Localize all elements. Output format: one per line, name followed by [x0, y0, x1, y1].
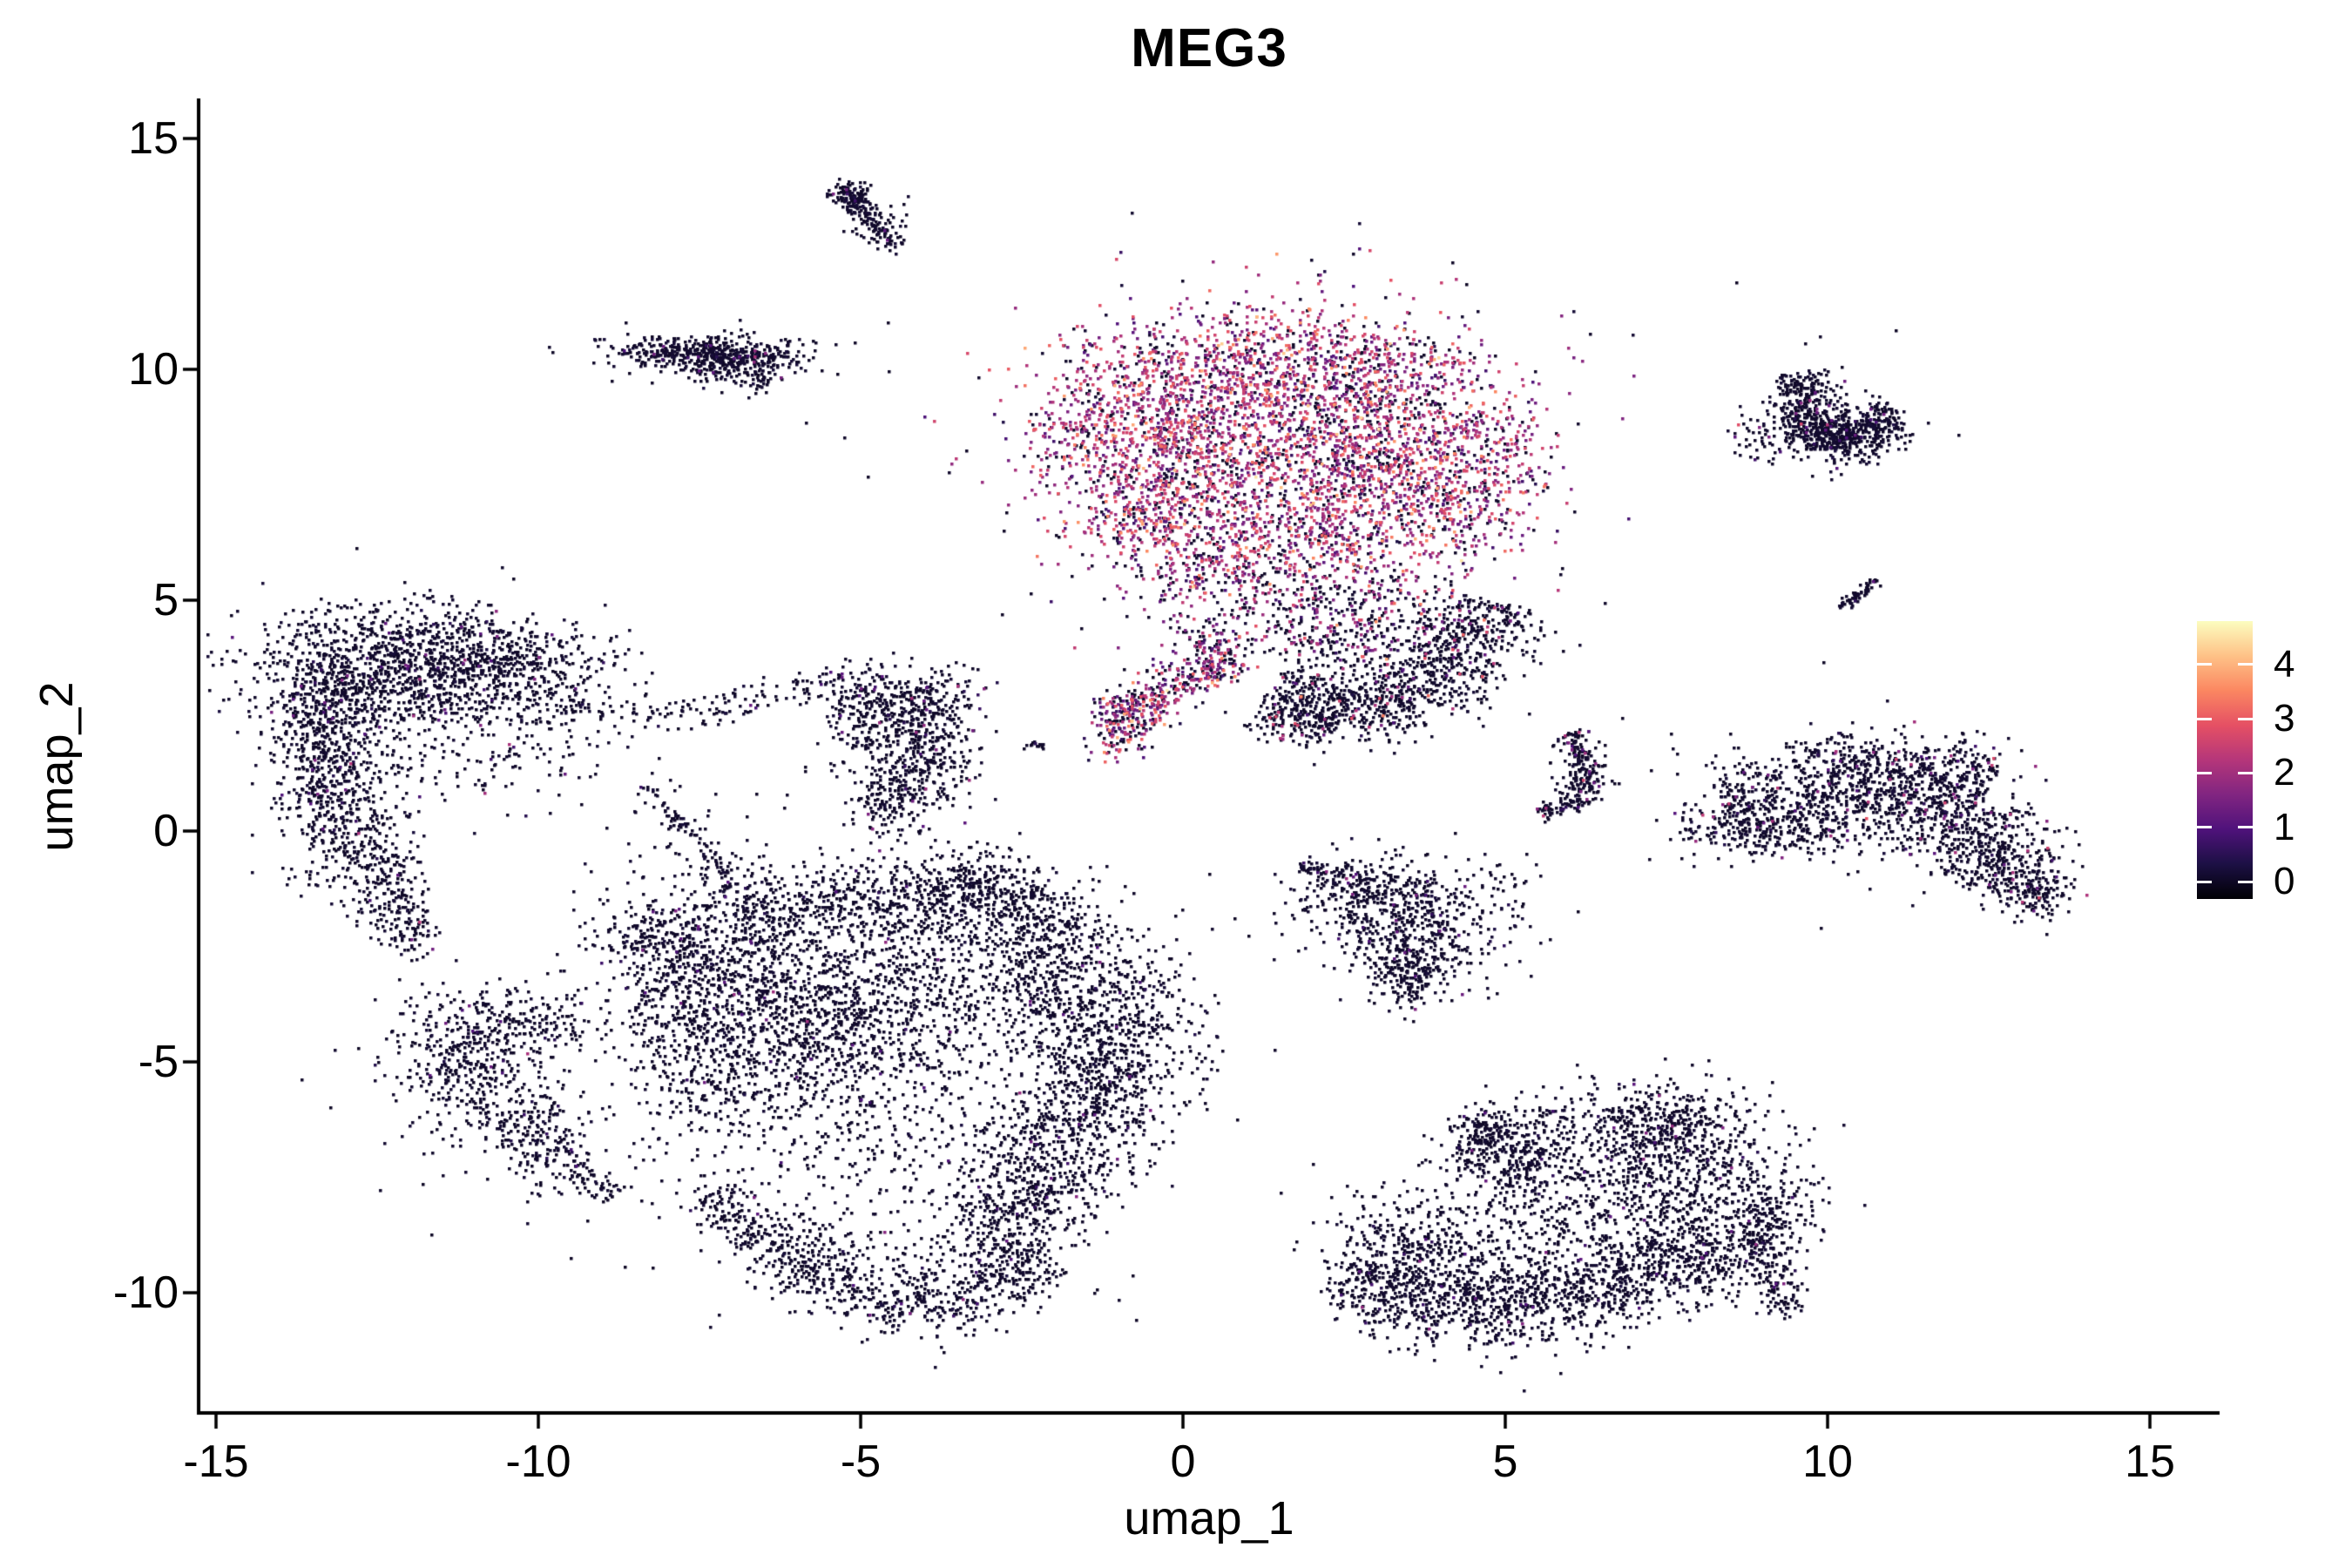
colorbar-gradient: [2197, 621, 2253, 899]
colorbar-tick-mark: [2197, 826, 2212, 829]
x-tick-label: -15: [183, 1436, 249, 1487]
colorbar-tick-mark: [2238, 880, 2253, 883]
legend-tick-label: 2: [2274, 751, 2295, 794]
colorbar-tick-mark: [2238, 826, 2253, 829]
x-axis-title: umap_1: [1124, 1492, 1294, 1544]
x-tick-label: -10: [505, 1436, 571, 1487]
legend-tick-label: 4: [2274, 642, 2295, 686]
y-tick-label: -5: [138, 1037, 179, 1087]
x-tick-label: 5: [1492, 1436, 1518, 1487]
legend-tick-label: 3: [2274, 697, 2295, 740]
y-tick-label: -10: [112, 1267, 179, 1318]
colorbar-tick-mark: [2197, 771, 2212, 774]
y-tick-label: 0: [153, 806, 179, 856]
colorbar-tick-mark: [2238, 717, 2253, 720]
y-tick-label: 5: [153, 575, 179, 625]
x-tick-label: -5: [840, 1436, 882, 1487]
colorbar-tick-mark: [2197, 717, 2212, 720]
colorbar-tick-mark: [2197, 663, 2212, 666]
legend-tick-label: 0: [2274, 860, 2295, 903]
colorbar-tick-mark: [2197, 880, 2212, 883]
colorbar-tick-mark: [2238, 663, 2253, 666]
y-axis-title: umap_2: [30, 681, 83, 852]
expression-colorbar-legend: 4 3 2 1 0: [2197, 621, 2352, 902]
x-tick-label: 15: [2125, 1436, 2175, 1487]
colorbar-tick-mark: [2238, 771, 2253, 774]
x-tick-label: 10: [1802, 1436, 1853, 1487]
y-tick-label: 15: [128, 113, 179, 164]
y-tick-label: 10: [128, 344, 179, 395]
x-tick-label: 0: [1170, 1436, 1196, 1487]
legend-tick-label: 1: [2274, 805, 2295, 848]
plot-title: MEG3: [1131, 18, 1288, 78]
